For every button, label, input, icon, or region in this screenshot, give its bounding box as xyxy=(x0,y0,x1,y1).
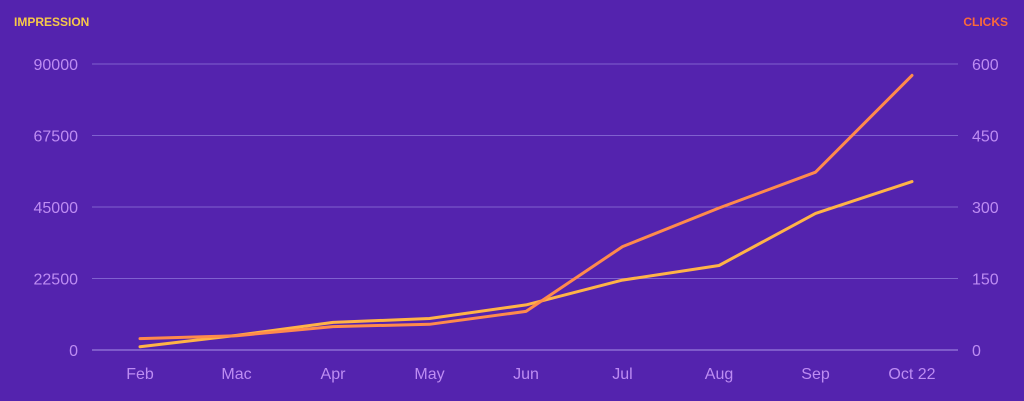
right-tick-label: 600 xyxy=(972,57,999,74)
left-tick-label: 90000 xyxy=(34,57,79,74)
right-axis-ticks: 0 150 300 450 600 xyxy=(972,57,999,360)
series-lines xyxy=(138,73,914,349)
x-tick-label: Apr xyxy=(321,366,347,383)
left-axis-ticks: 0 22500 45000 67500 90000 xyxy=(34,57,79,360)
x-tick-label: Oct 22 xyxy=(888,366,935,383)
clicks-series-line xyxy=(138,73,914,341)
left-tick-label: 67500 xyxy=(34,129,79,146)
left-tick-label: 22500 xyxy=(34,272,79,289)
x-tick-label: May xyxy=(414,366,444,383)
left-tick-label: 0 xyxy=(69,343,78,360)
left-tick-label: 45000 xyxy=(34,200,79,217)
x-tick-label: Sep xyxy=(801,366,830,383)
right-tick-label: 450 xyxy=(972,129,999,146)
left-axis-title: IMPRESSION xyxy=(14,15,89,29)
x-axis-ticks: Feb Mac Apr May Jun Jul Aug Sep Oct 22 xyxy=(126,366,935,383)
right-tick-label: 150 xyxy=(972,272,999,289)
right-tick-label: 300 xyxy=(972,200,999,217)
grid-lines xyxy=(92,63,958,351)
right-axis-title: CLICKS xyxy=(963,15,1008,29)
x-tick-label: Feb xyxy=(126,366,154,383)
impression-series-line xyxy=(138,180,914,349)
x-tick-label: Aug xyxy=(705,366,733,383)
x-tick-label: Mac xyxy=(221,366,251,383)
x-tick-label: Jul xyxy=(612,366,632,383)
right-tick-label: 0 xyxy=(972,343,981,360)
x-tick-label: Jun xyxy=(513,366,539,383)
